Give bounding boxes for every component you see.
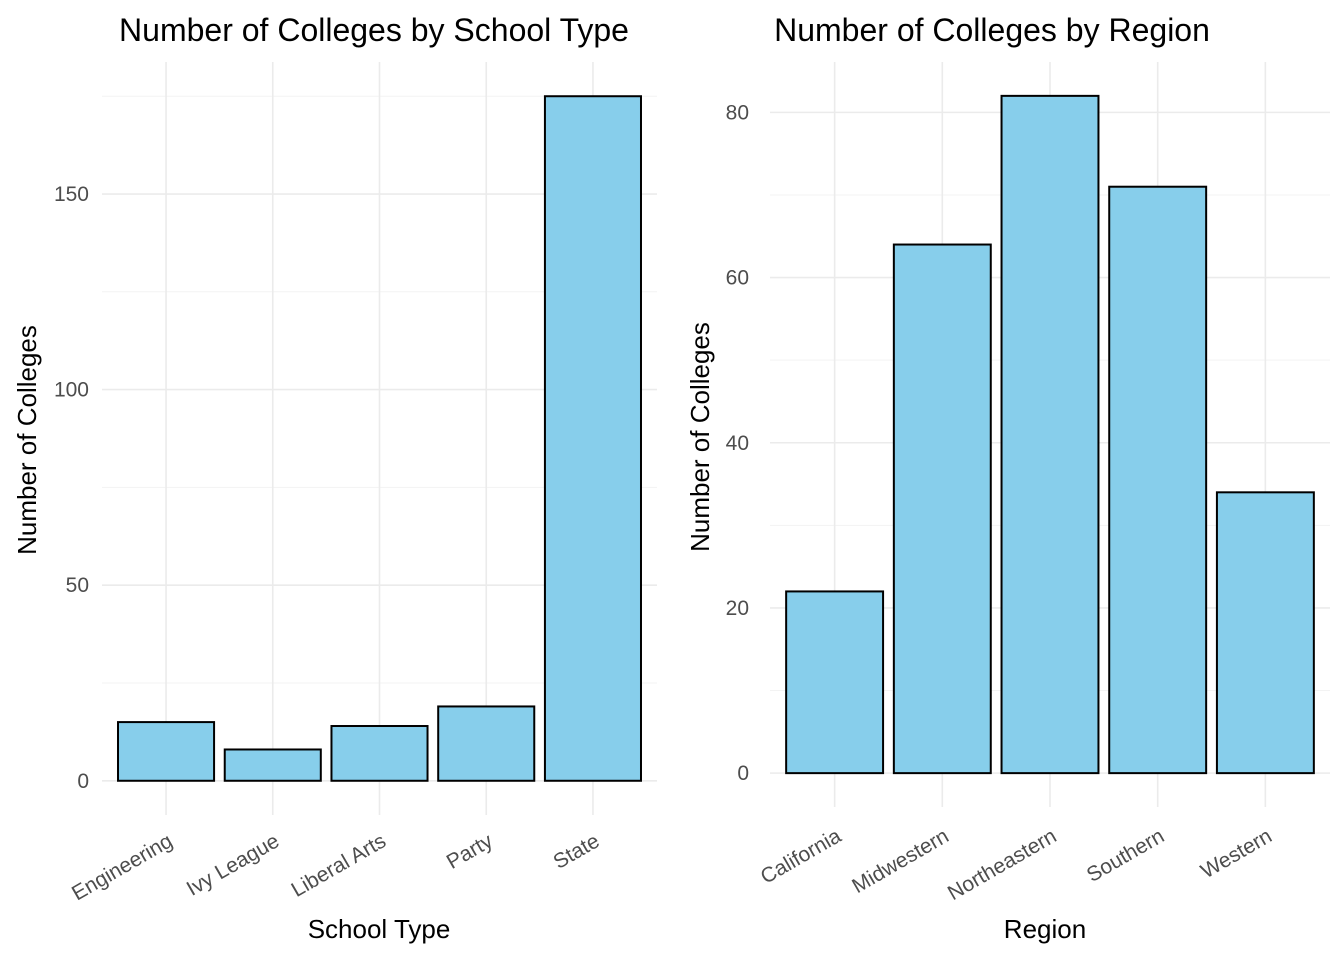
bar-ivy-league (223, 748, 322, 782)
bar-western (1215, 491, 1315, 775)
y-tick-label: 0 (737, 762, 749, 785)
bar-engineering (117, 721, 216, 782)
x-axis-title: Region (1004, 914, 1086, 944)
chart-panel-region: Number of Colleges by Region Region Numb… (685, 12, 1330, 944)
y-tick-label: 20 (726, 597, 749, 620)
y-tick-label: 60 (726, 267, 749, 290)
x-tick-label: State (549, 829, 603, 873)
bar-state (543, 95, 642, 782)
bar-california (785, 590, 885, 775)
y-tick-labels: 0 20 40 60 80 (726, 101, 749, 785)
x-tick-label: California (757, 824, 846, 888)
chart-title: Number of Colleges by Region (774, 12, 1210, 48)
bar-midwestern (892, 243, 992, 775)
bars (117, 95, 642, 782)
x-tick-label: Northeastern (944, 824, 1061, 905)
x-tick-label: Southern (1083, 824, 1168, 887)
chart-panel-school-type: Number of Colleges by School Type School… (12, 12, 657, 944)
y-tick-label: 50 (66, 574, 89, 597)
y-axis-title: Number of Colleges (685, 322, 715, 552)
y-tick-label: 100 (54, 379, 89, 402)
x-tick-label: Midwestern (848, 824, 952, 898)
bar-party (437, 705, 536, 782)
x-tick-label: Ivy League (183, 829, 283, 900)
y-axis-title: Number of Colleges (12, 325, 42, 555)
y-tick-labels: 0 50 100 150 (54, 183, 89, 793)
bar-northeastern (1000, 94, 1100, 775)
x-tick-label: Party (443, 829, 497, 874)
x-tick-label: Western (1197, 824, 1276, 883)
bar-southern (1108, 185, 1208, 775)
y-tick-label: 80 (726, 101, 749, 124)
x-tick-label: Liberal Arts (288, 829, 390, 901)
x-tick-labels: Engineering Ivy League Liberal Arts Party St… (68, 829, 603, 905)
x-axis-title: School Type (308, 914, 451, 944)
bar-liberal-arts (330, 725, 429, 782)
x-tick-label: Engineering (68, 829, 177, 905)
chart-title: Number of Colleges by School Type (119, 12, 629, 48)
y-tick-label: 150 (54, 183, 89, 206)
y-tick-label: 0 (77, 770, 89, 793)
y-tick-label: 40 (726, 432, 749, 455)
bars (785, 94, 1315, 775)
